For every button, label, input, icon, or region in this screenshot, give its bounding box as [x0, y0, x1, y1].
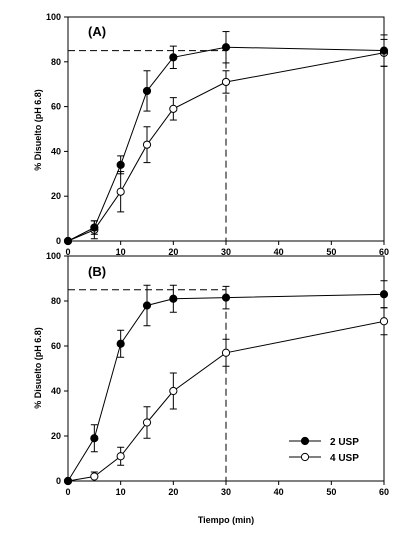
x-tick-label: 20: [168, 247, 178, 257]
y-tick-label: 0: [56, 236, 61, 246]
x-tick-label: 20: [168, 487, 178, 497]
panel-a: (A) % Disuelto (pH 6.8) 0 10 20 30 40 50 60 0 20…: [33, 12, 389, 257]
data-point: [379, 46, 389, 55]
y-tick-label: 100: [46, 12, 61, 22]
y-tick-label: 80: [51, 296, 61, 306]
x-tick-label: 50: [326, 487, 336, 497]
data-point: [142, 86, 152, 96]
data-point: [379, 317, 389, 326]
x-tick-label: 10: [116, 487, 126, 497]
legend-marker: [300, 452, 310, 462]
y-tick-label: 20: [51, 191, 61, 201]
data-point: [169, 53, 178, 62]
y-tick-label: 40: [51, 386, 61, 396]
data-point: [379, 290, 389, 299]
x-tick-label: 30: [221, 487, 231, 497]
y-tick-label: 20: [51, 431, 61, 441]
panel-label: (A): [88, 24, 106, 39]
data-point: [116, 339, 125, 348]
data-point: [116, 187, 125, 196]
panel-b: (B) % Disuelto (pH 6.8) Tiempo (min) 0 10…: [33, 251, 389, 525]
x-tick-label: 60: [379, 247, 389, 257]
data-point: [221, 77, 231, 87]
x-tick-label: 50: [326, 247, 336, 257]
x-tick-label: 40: [274, 487, 284, 497]
data-point: [169, 294, 178, 303]
x-tick-label: 40: [274, 247, 284, 257]
y-axis-title: % Disuelto (pH 6.8): [33, 89, 43, 171]
data-point: [90, 472, 99, 481]
legend-label: 2 USP: [330, 437, 359, 448]
data-point: [221, 348, 231, 357]
data-point: [142, 140, 152, 149]
panel-label: (B): [88, 264, 106, 279]
y-axis-title: % Disuelto (pH 6.8): [33, 327, 43, 409]
data-point: [169, 386, 178, 396]
x-tick-label: 60: [379, 487, 389, 497]
x-tick-label: 0: [65, 487, 70, 497]
data-point: [90, 434, 99, 443]
data-point: [221, 43, 231, 52]
x-tick-label: 30: [221, 247, 231, 257]
y-tick-label: 80: [51, 57, 61, 67]
legend: 2 USP 4 USP: [289, 436, 359, 464]
data-point: [221, 293, 231, 302]
data-point: [116, 452, 125, 461]
data-point: [63, 236, 73, 246]
x-tick-label: 10: [116, 247, 126, 257]
data-point: [63, 476, 73, 486]
x-tick-label: 0: [65, 247, 70, 257]
legend-marker: [300, 436, 310, 446]
series-2-usp: [63, 31, 389, 246]
y-tick-label: 0: [56, 476, 61, 486]
data-point: [116, 160, 125, 169]
y-tick-label: 60: [51, 102, 61, 112]
data-point: [169, 104, 178, 113]
data-point: [90, 223, 99, 232]
x-axis-title: Tiempo (min): [198, 515, 254, 525]
data-point: [142, 418, 152, 427]
series-2-usp: [63, 280, 389, 486]
y-tick-label: 60: [51, 341, 61, 351]
y-tick-label: 40: [51, 146, 61, 156]
legend-label: 4 USP: [330, 453, 359, 464]
data-point: [142, 301, 152, 310]
y-tick-label: 100: [46, 251, 61, 261]
